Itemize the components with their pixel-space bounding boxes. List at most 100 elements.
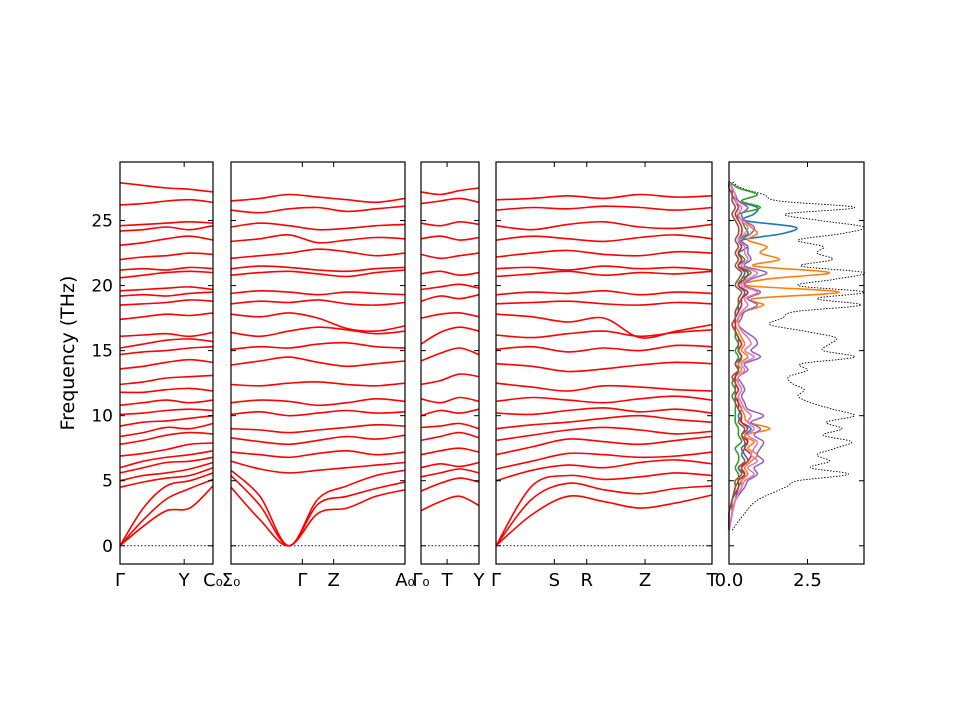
- phonon-band-line: [421, 295, 479, 302]
- phonon-band-line: [496, 314, 712, 338]
- high-symmetry-point-label: S: [549, 570, 560, 591]
- y-tick-label: 0: [102, 537, 113, 557]
- phonon-band-line: [231, 435, 405, 444]
- phonon-band-line: [421, 448, 479, 455]
- phonon-band-line: [231, 235, 405, 243]
- phonon-band-line: [231, 270, 405, 277]
- phonon-band-line: [231, 223, 405, 230]
- phonon-band-line: [231, 357, 405, 366]
- phonon-band-line: [120, 300, 213, 305]
- phonon-band-line: [120, 339, 213, 348]
- phonon-band-line: [120, 292, 213, 296]
- band-panel: 0 5 10 15 20 25 Γ Y C₀: [91, 162, 223, 591]
- high-symmetry-point-label: Γ: [297, 570, 307, 591]
- phonon-band-line: [231, 411, 405, 416]
- phonon-band-line: [231, 487, 405, 546]
- phonon-band-line: [421, 409, 479, 416]
- y-tick-label: 5: [102, 472, 113, 492]
- high-symmetry-point-label: Σ₀: [222, 570, 241, 591]
- phonon-band-line: [120, 479, 213, 545]
- phonon-band-line: [231, 249, 405, 258]
- phonon-band-line: [496, 408, 712, 415]
- phonon-band-line: [496, 271, 712, 276]
- high-symmetry-point-label: Y: [473, 570, 486, 591]
- phonon-band-line: [496, 460, 712, 481]
- phonon-band-line: [496, 301, 712, 305]
- phonon-band-line: [421, 188, 479, 195]
- phonon-band-line: [231, 399, 405, 406]
- phonon-band-line: [231, 382, 405, 386]
- phonon-band-line: [231, 291, 405, 295]
- phonon-band-line: [120, 457, 213, 473]
- high-symmetry-point-label: Z: [327, 570, 339, 591]
- phonon-band-line: [120, 267, 213, 270]
- phonon-band-line: [120, 332, 213, 336]
- phonon-band-line: [421, 313, 479, 318]
- y-tick-label: 10: [91, 407, 113, 427]
- phonon-band-line: [496, 437, 712, 455]
- phonon-band-line: [231, 461, 405, 473]
- phonon-band-line: [120, 388, 213, 392]
- phonon-band-line: [496, 235, 712, 242]
- phonon-band-line: [496, 396, 712, 403]
- high-symmetry-point-label: C₀: [203, 570, 223, 591]
- phonon-band-line: [231, 425, 405, 433]
- phonon-band-line: [496, 206, 712, 210]
- phonon-band-line: [496, 250, 712, 257]
- phonon-band-line: [421, 496, 479, 510]
- phonon-band-line: [120, 226, 213, 231]
- phonon-band-line: [120, 236, 213, 245]
- phonon-band-line: [421, 271, 479, 275]
- phonon-band-line: [421, 284, 479, 289]
- phonon-band-line: [120, 271, 213, 278]
- phonon-band-line: [120, 347, 213, 355]
- phonon-band-line: [496, 291, 712, 295]
- phonon-band-line: [421, 433, 479, 441]
- phonon-band-line: [120, 287, 213, 291]
- phonon-band-line: [496, 362, 712, 371]
- phonon-band-line: [496, 345, 712, 352]
- phonon-band-line: [120, 375, 213, 384]
- y-tick-label: 15: [91, 342, 113, 362]
- phonon-band-line: [421, 222, 479, 226]
- phonon-band-line: [120, 416, 213, 426]
- phonon-band-line: [496, 194, 712, 199]
- phonon-band-line: [496, 483, 712, 546]
- phonon-band-line: [421, 236, 479, 240]
- y-tick-label: 25: [91, 212, 113, 232]
- high-symmetry-point-label: Y: [178, 570, 191, 591]
- phonon-band-line: [231, 470, 405, 546]
- dos-x-tick-label: 0.0: [715, 570, 744, 591]
- high-symmetry-point-label: Γ₀: [412, 570, 429, 591]
- phonon-band-line: [231, 343, 405, 350]
- phonon-band-line: [421, 327, 479, 344]
- y-axis-label: Frequency (THz): [57, 276, 79, 431]
- phonon-band-line: [231, 451, 405, 458]
- phonon-band-line: [421, 463, 479, 468]
- phonon-band-line: [231, 476, 405, 546]
- phonon-band-line: [231, 194, 405, 202]
- phonon-band-line: [421, 397, 479, 402]
- phonon-band-line: [496, 383, 712, 391]
- phonon-band-line: [421, 478, 479, 491]
- phonon-band-line: [421, 469, 479, 477]
- dos-x-tick-label: 2.5: [793, 570, 822, 591]
- phonon-band-line: [120, 253, 213, 260]
- phonon-band-line: [421, 198, 479, 203]
- y-tick-label: 20: [91, 277, 113, 297]
- band-panel: Σ₀ Γ Z A₀: [222, 162, 415, 591]
- phonon-band-line: [421, 423, 479, 428]
- high-symmetry-point-label: Z: [639, 570, 651, 591]
- phonon-band-line: [421, 253, 479, 258]
- phonon-band-line: [231, 327, 405, 336]
- high-symmetry-point-label: Γ: [115, 570, 125, 591]
- phonon-band-line: [496, 266, 712, 270]
- phonon-band-line: [231, 300, 405, 305]
- phonon-band-line: [496, 222, 712, 230]
- phonon-band-line: [120, 486, 213, 546]
- phonon-band-line: [120, 222, 213, 226]
- high-symmetry-point-label: Γ: [491, 570, 501, 591]
- high-symmetry-point-label: T: [441, 570, 454, 591]
